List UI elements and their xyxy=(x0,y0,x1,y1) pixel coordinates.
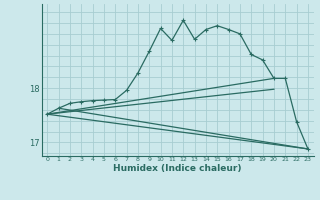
X-axis label: Humidex (Indice chaleur): Humidex (Indice chaleur) xyxy=(113,164,242,173)
